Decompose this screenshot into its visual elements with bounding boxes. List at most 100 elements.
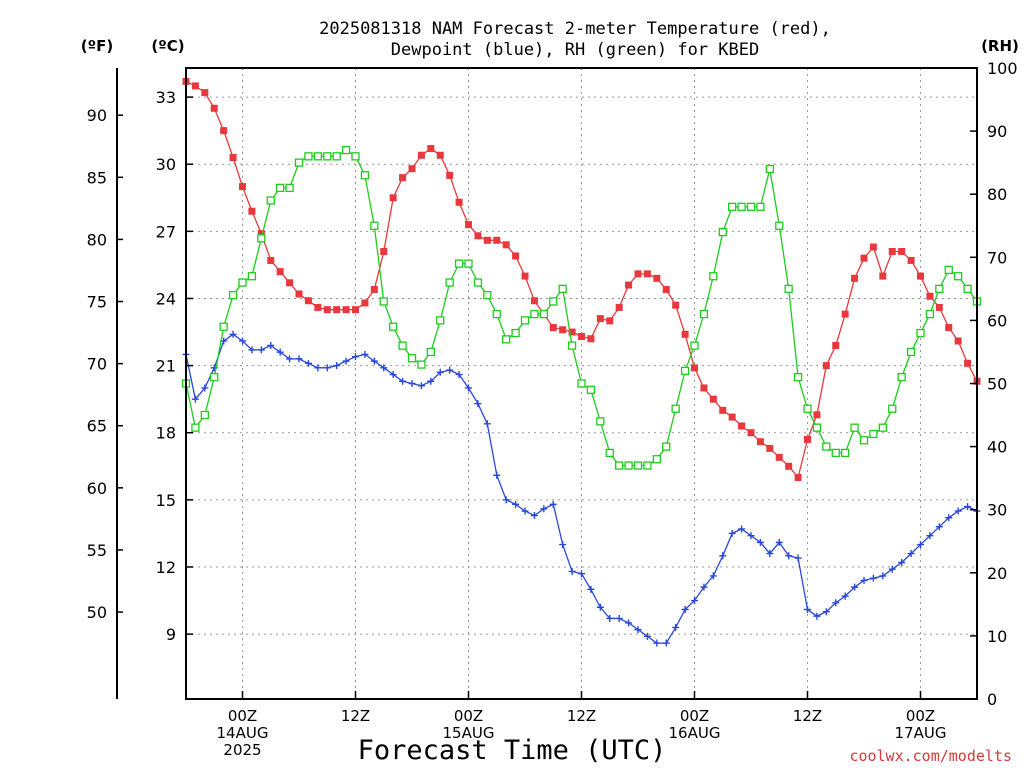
dewpoint-point [267,341,275,349]
rh-point [520,316,530,325]
temperature-point [380,247,388,255]
rh-point [360,171,370,180]
dewpoint-point [314,364,322,372]
dewpoint-point [719,552,727,560]
x-tick-label: 12Z [567,707,596,725]
rh-point [304,152,313,161]
rh-point [294,158,304,167]
dewpoint-point [615,614,623,622]
rh-point [210,373,219,382]
temperature-point [709,395,717,403]
rh-point [605,448,614,458]
rh-point [389,322,398,331]
temperature-point [248,207,256,215]
rh-tick-label: 80 [987,185,1007,204]
celsius-tick-label: 21 [156,357,176,376]
rh-point [577,379,586,388]
fahrenheit-tick-label: 90 [87,106,107,125]
temperature-point [474,232,482,240]
temperature-point [276,268,284,276]
dewpoint-point [954,507,962,515]
rh-point [407,354,417,363]
dewpoint-point [785,552,793,560]
dewpoint-point [286,355,294,363]
rh-point [285,183,294,193]
rh-point [238,278,247,287]
rh-point [370,221,379,230]
temperature-point [436,151,444,159]
rh-point [191,423,200,432]
dewpoint-point [898,559,906,567]
rh-point [916,328,925,338]
dewpoint-point [888,565,896,573]
rh-point [200,410,209,420]
dewpoint-point [295,355,303,363]
temperature-point [389,194,397,202]
dewpoint-point [455,371,463,379]
dewpoint-point [549,500,557,508]
dewpoint-point [926,532,934,540]
dewpoint-point [700,583,708,591]
temperature-point [530,297,538,305]
rh-point [530,309,539,319]
rh-point [615,461,624,470]
temperature-point [719,406,727,414]
temperature-point [756,438,764,446]
celsius-tick-label: 24 [156,289,176,308]
dewpoint-point [361,350,369,358]
dewpoint-point [964,503,972,511]
x-tick-label: 2025 [223,741,261,759]
rh-point [944,265,953,275]
temperature-point [210,104,218,112]
temperature-point [399,174,407,182]
dewpoint-point [229,330,237,338]
dewpoint-point [813,612,821,620]
temperature-point [314,303,322,311]
rh-point [567,341,577,350]
rh-point [539,309,548,319]
rh-point [228,291,238,300]
dewpoint-point [323,364,331,372]
dewpoint-point [248,346,256,354]
temperature-point [295,290,303,298]
rh-point [652,455,661,464]
dewpoint-point [672,623,680,631]
dewpoint-point [502,496,510,504]
celsius-tick-label: 15 [156,491,176,510]
dewpoint-point [559,541,567,549]
dewpoint-point [653,639,661,647]
rh-point [351,152,360,161]
temperature-point [879,272,887,280]
temperature-point [361,299,369,307]
chart-title-line-1: 2025081318 NAM Forecast 2-meter Temperat… [319,19,831,39]
dewpoint-point [634,626,642,634]
temperature-point [804,435,811,443]
temperature-point [898,247,906,255]
temperature-point [304,297,312,305]
temperature-point [634,270,642,278]
dewpoint-point [512,500,520,508]
temperature-point [813,411,821,419]
temperature-point [615,303,623,311]
rh-point [323,152,332,161]
temperature-point [559,326,567,334]
dewpoint-point [907,550,915,558]
dewpoint-point [625,619,633,627]
rh-point [897,373,906,382]
temperature-point [342,306,350,314]
rh-point [483,291,492,300]
x-tick-label: 16AUG [669,724,721,742]
temperature-point [832,341,840,349]
rh-point [841,448,850,458]
temperature-point [352,306,359,314]
rh-point [511,328,520,338]
rh-point [417,360,426,369]
rh-point [671,404,680,413]
temperature-point [917,272,924,280]
credit-text: coolwx.com/modelts [849,747,1012,765]
dewpoint-point [530,512,538,520]
rh-point [445,278,454,287]
dewpoint-point [935,523,943,531]
dewpoint-point [483,420,491,428]
